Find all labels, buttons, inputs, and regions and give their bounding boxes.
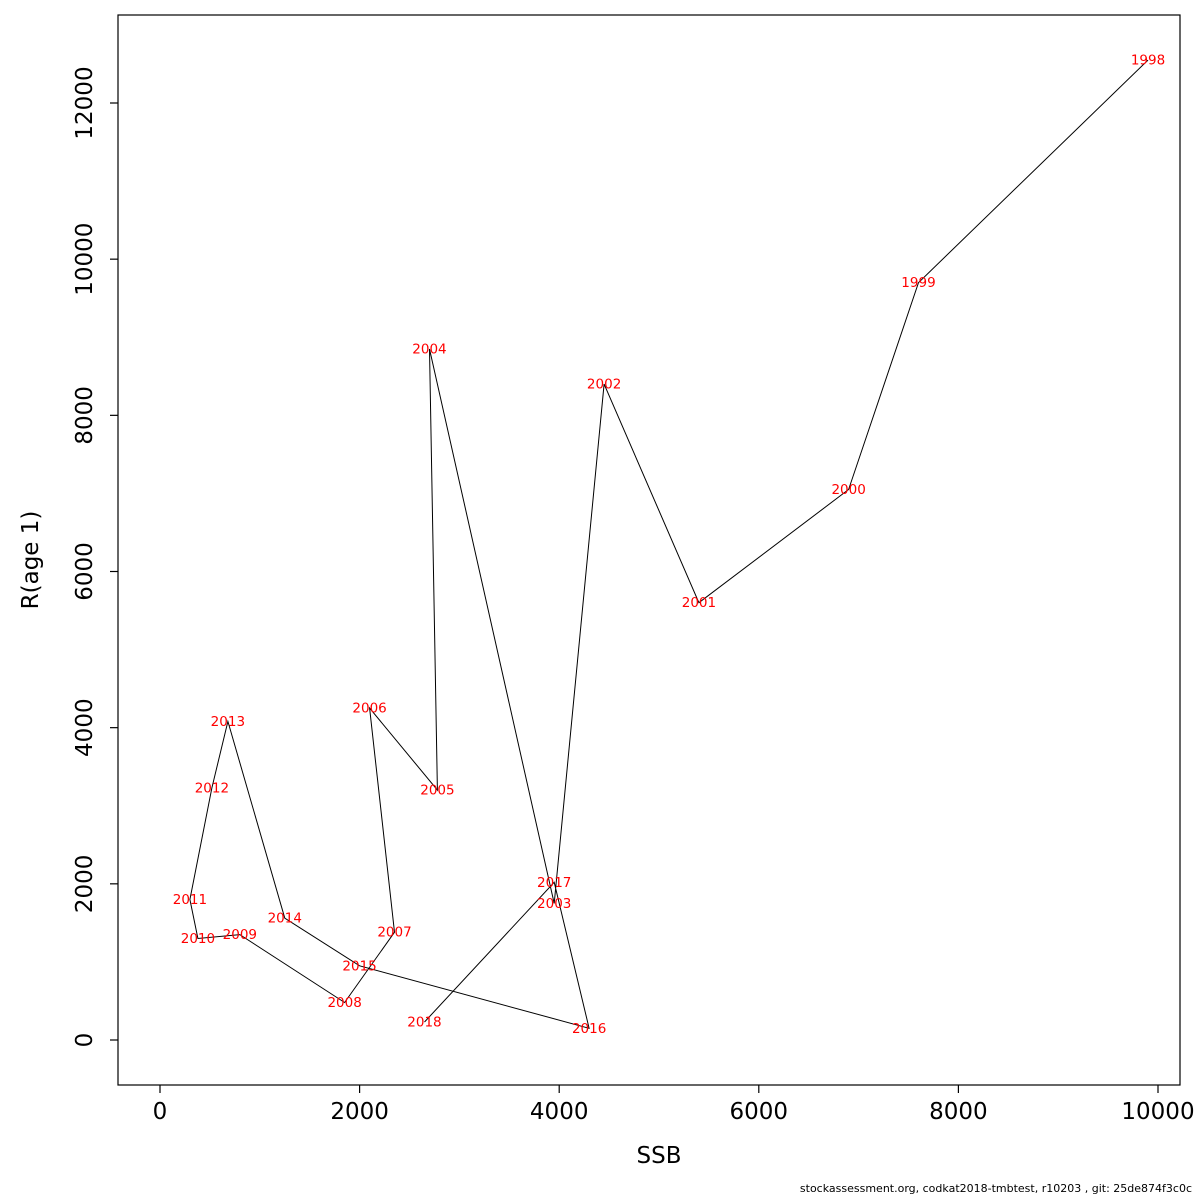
year-label: 2015 <box>342 958 376 974</box>
year-label: 2009 <box>223 927 257 943</box>
plot-border <box>117 14 1181 1086</box>
year-label: 2006 <box>352 701 386 717</box>
year-label: 2016 <box>572 1021 606 1037</box>
recruitment-path <box>189 59 1149 1030</box>
year-label: 2004 <box>412 341 446 357</box>
year-label: 2005 <box>420 783 454 799</box>
y-tick-label: 12000 <box>72 66 98 139</box>
y-axis-title: R(age 1) <box>18 511 44 610</box>
x-tick-label: 2000 <box>330 1099 389 1125</box>
year-label: 2002 <box>587 377 621 393</box>
x-tick-label: 8000 <box>929 1099 988 1125</box>
year-label: 2013 <box>211 714 245 730</box>
year-label: 2003 <box>537 896 571 912</box>
year-label: 2001 <box>682 595 716 611</box>
x-tick-label: 0 <box>153 1099 168 1125</box>
year-label: 2007 <box>377 925 411 941</box>
year-label: 2018 <box>407 1015 441 1031</box>
year-label: 1998 <box>1131 53 1165 69</box>
year-label: 2011 <box>173 892 207 908</box>
y-tick-label: 4000 <box>72 698 98 757</box>
y-tick-label: 2000 <box>72 855 98 914</box>
footer-attribution: stockassessment.org, codkat2018-tmbtest,… <box>800 1182 1192 1195</box>
year-label: 2014 <box>268 911 302 927</box>
x-axis-title: SSB <box>637 1143 682 1169</box>
y-tick-label: 10000 <box>72 223 98 296</box>
x-tick-label: 10000 <box>1121 1099 1194 1125</box>
x-tick-label: 6000 <box>730 1099 789 1125</box>
year-label: 2008 <box>327 995 361 1011</box>
y-tick-label: 6000 <box>72 542 98 601</box>
year-label: 1999 <box>901 275 935 291</box>
y-tick-label: 8000 <box>72 386 98 445</box>
year-label: 2010 <box>181 931 215 947</box>
x-tick-label: 4000 <box>530 1099 589 1125</box>
year-label: 2012 <box>195 780 229 796</box>
year-label: 2000 <box>831 482 865 498</box>
y-tick-label: 0 <box>72 1033 98 1048</box>
year-label: 2017 <box>537 875 571 891</box>
